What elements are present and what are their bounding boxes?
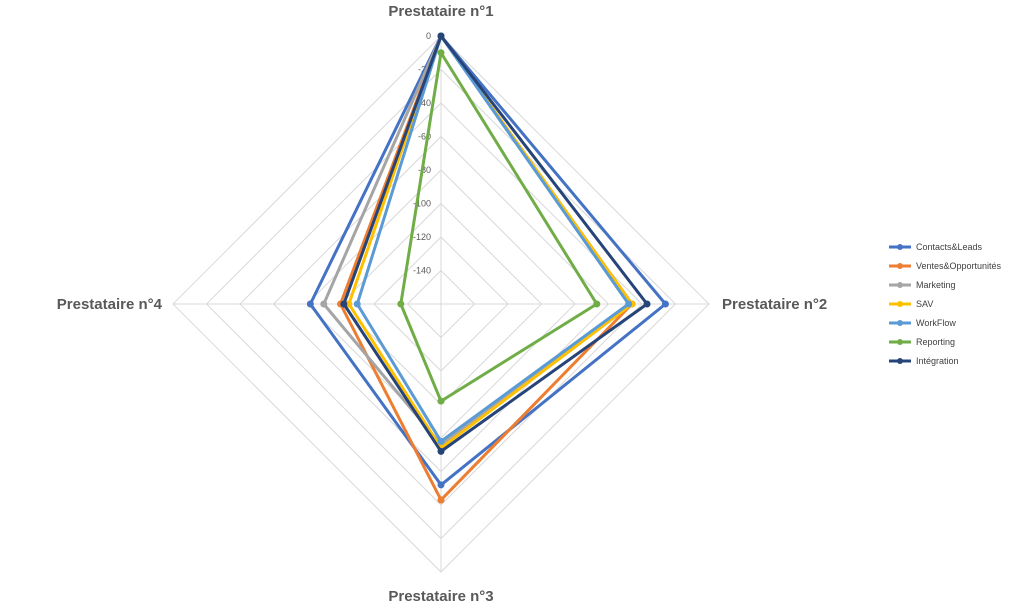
legend-marker (897, 320, 903, 326)
legend-label: Intégration (916, 356, 959, 366)
tick-label: -60 (418, 132, 431, 142)
data-point (437, 32, 445, 40)
legend-label: WorkFlow (916, 318, 956, 328)
tick-label: 0 (426, 31, 431, 41)
series-group (340, 32, 651, 455)
axis-title: Prestataire n°2 (722, 296, 827, 313)
legend-marker (897, 244, 903, 250)
radar-series (306, 32, 669, 504)
data-point (397, 300, 405, 308)
legend-label: Reporting (916, 337, 955, 347)
legend-entry: Contacts&Leads (889, 242, 983, 252)
tick-label: -40 (418, 98, 431, 108)
data-point (437, 49, 445, 57)
legend-label: SAV (916, 299, 933, 309)
data-point (320, 300, 328, 308)
legend-marker (897, 282, 903, 288)
legend-entry: Intégration (889, 356, 959, 366)
legend-entry: Marketing (889, 280, 956, 290)
tick-label: -100 (413, 199, 431, 209)
data-point (437, 496, 445, 504)
legend-entry: Ventes&Opportunités (889, 261, 1002, 271)
data-point (661, 300, 669, 308)
tick-label: -140 (413, 266, 431, 276)
legend-marker (897, 339, 903, 345)
legend-entry: SAV (889, 299, 933, 309)
legend-entry: Reporting (889, 337, 955, 347)
data-point (437, 437, 445, 445)
legend-marker (897, 263, 903, 269)
tick-label: -120 (413, 232, 431, 242)
legend-marker (897, 358, 903, 364)
legend-label: Marketing (916, 280, 956, 290)
axis-title: Prestataire n°3 (388, 588, 493, 605)
tick-label: -80 (418, 165, 431, 175)
legend-marker (897, 301, 903, 307)
legend-label: Contacts&Leads (916, 242, 983, 252)
legend-label: Ventes&Opportunités (916, 261, 1002, 271)
radar-axis-titles: Prestataire n°1 Prestataire n°2 Prestatair… (57, 3, 827, 605)
data-point (437, 447, 445, 455)
data-point (345, 300, 353, 308)
data-point (625, 300, 633, 308)
chart-legend: Contacts&Leads Ventes&Opportunités Marketi… (889, 242, 1002, 366)
axis-title: Prestataire n°4 (57, 296, 163, 313)
series-group (397, 49, 601, 405)
data-point (643, 300, 651, 308)
legend-entry: WorkFlow (889, 318, 956, 328)
data-point (437, 481, 445, 489)
data-point (593, 300, 601, 308)
data-point (306, 300, 314, 308)
data-point (340, 300, 348, 308)
data-point (353, 300, 361, 308)
data-point (437, 397, 445, 405)
axis-title: Prestataire n°1 (388, 3, 493, 20)
